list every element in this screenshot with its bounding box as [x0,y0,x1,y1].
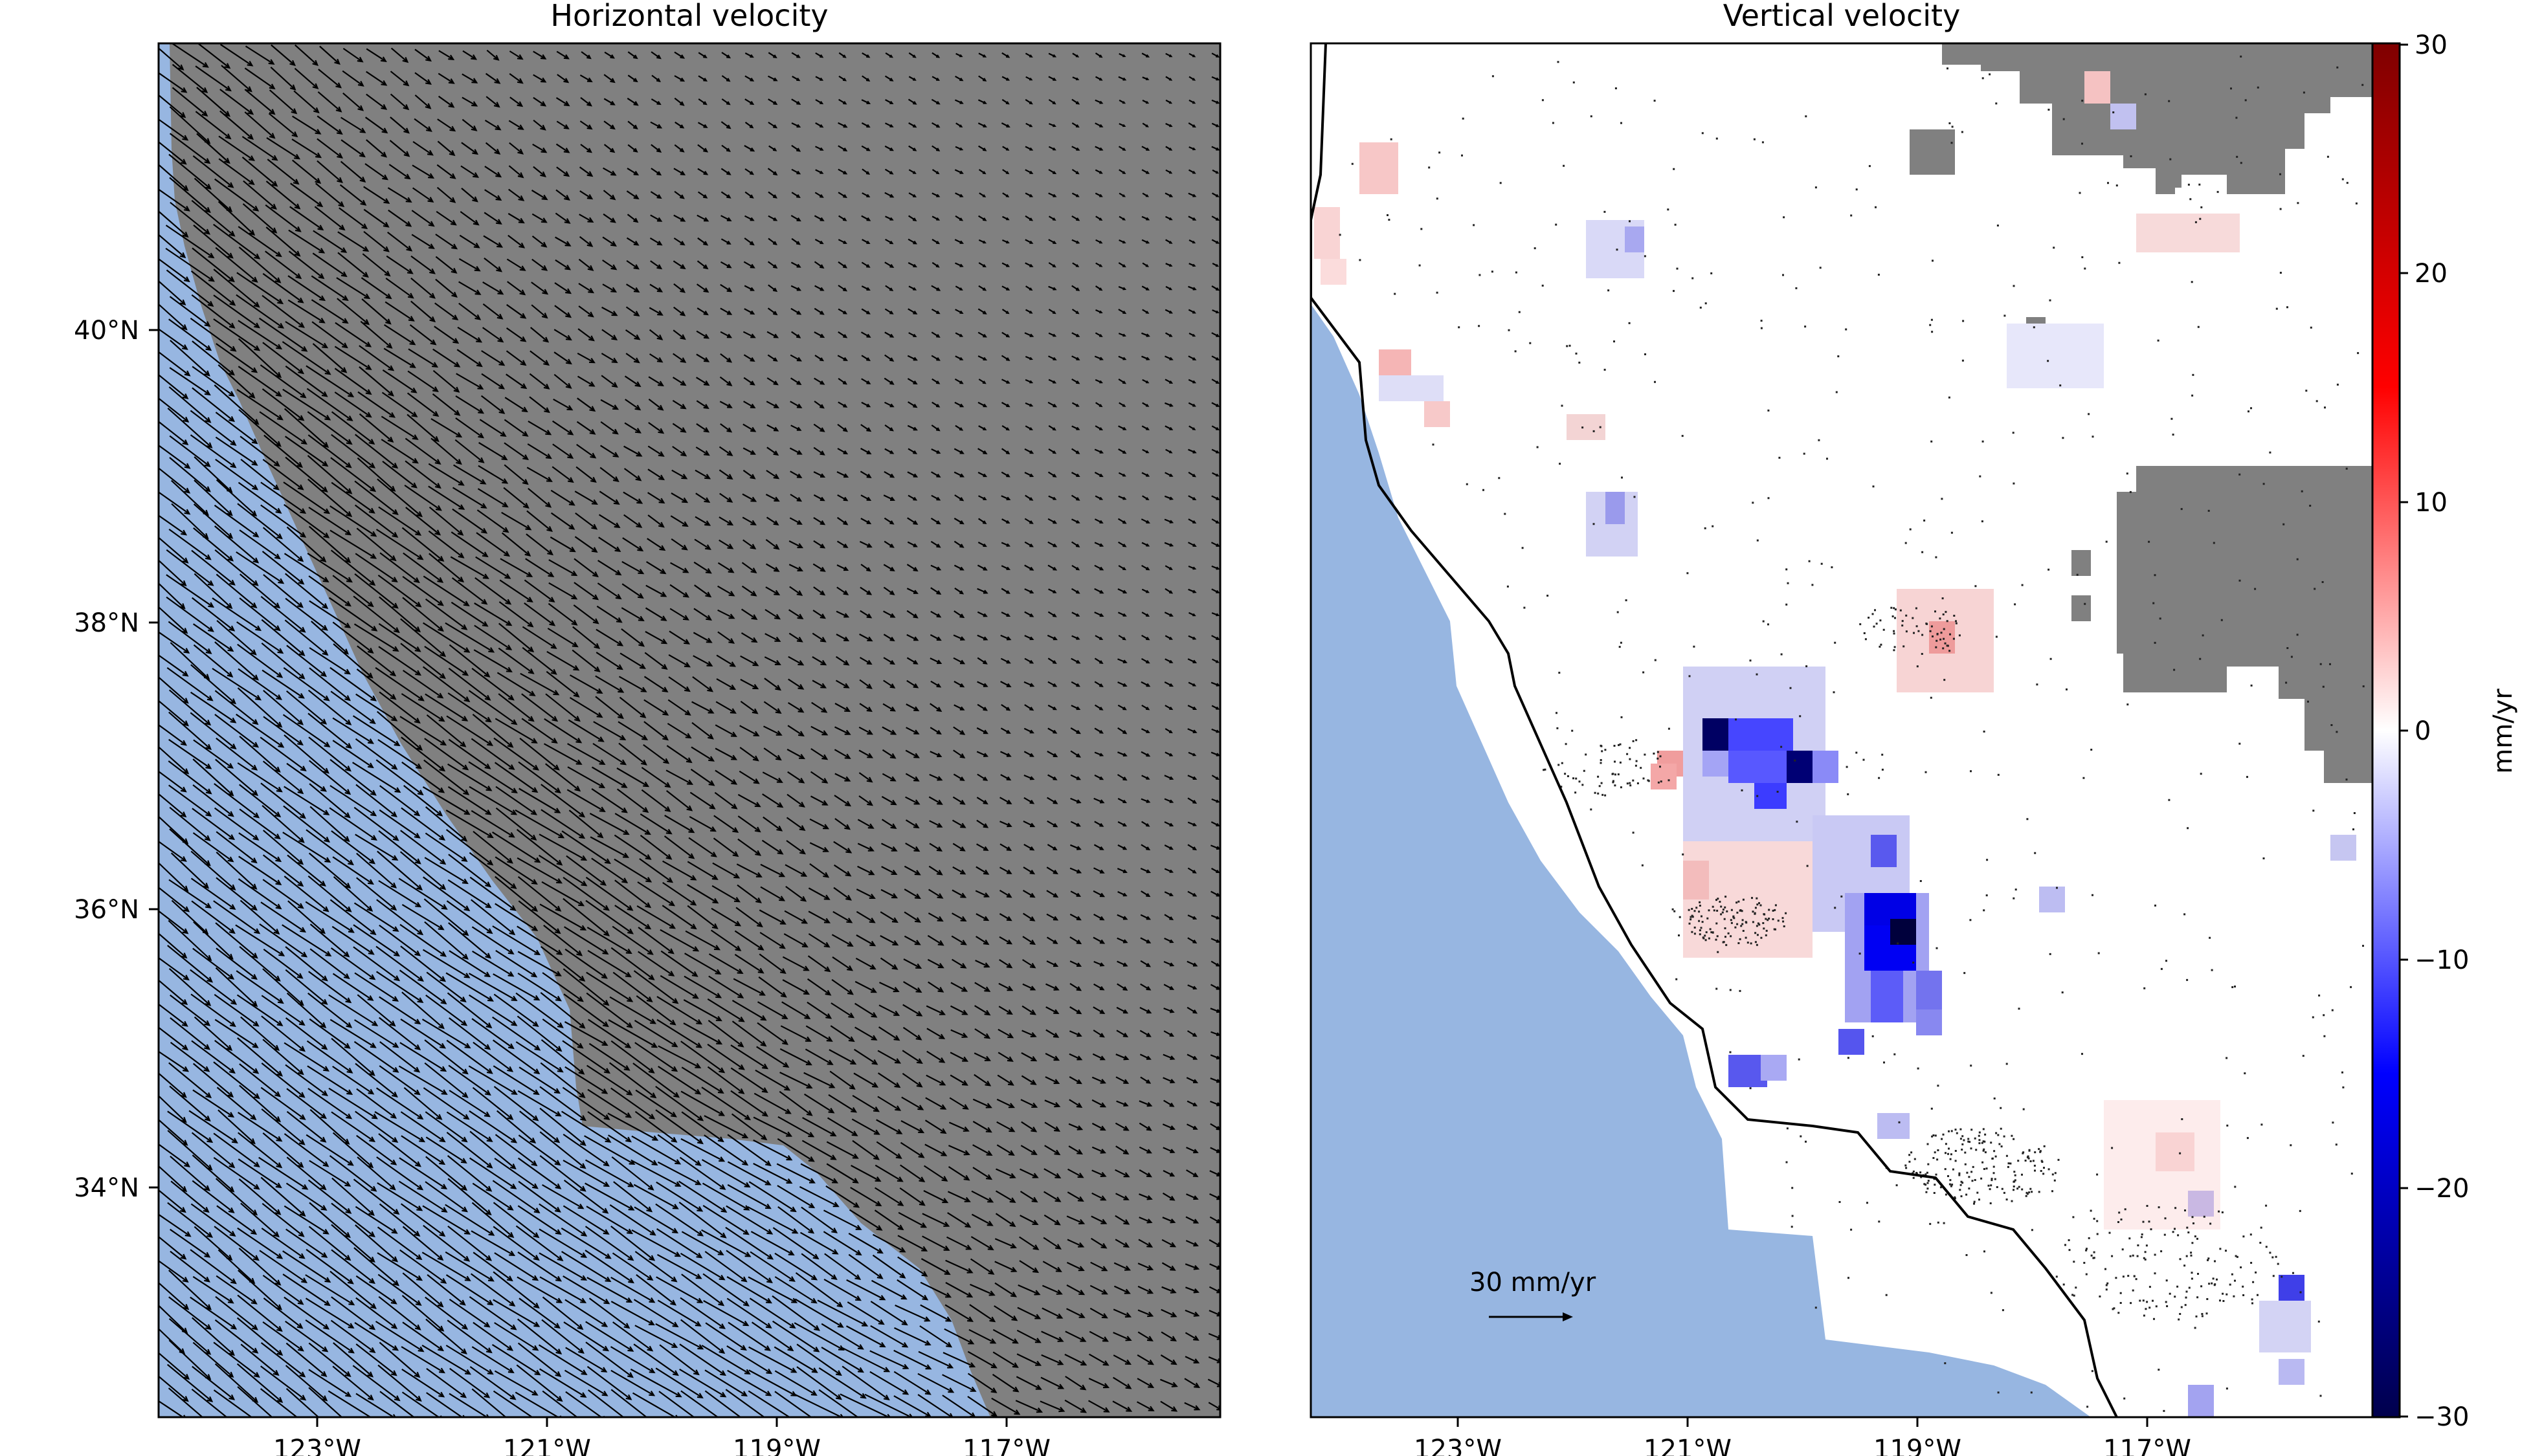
lon-tick-label: 121°W [1644,1435,1732,1456]
colorbar-tick-label: 0 [2415,716,2431,746]
colorbar-tick-label: −10 [2415,945,2469,975]
scale-arrow-head [1563,1312,1573,1321]
colorbar-tick-label: 10 [2415,488,2448,518]
colorbar-ticks: 30 20 10 0 −10 −20 −30 [2400,30,2469,1432]
lon-tick-label: 117°W [2103,1435,2191,1456]
vertical-map: 30 mm/yr [1311,43,2372,1417]
ocean-right [1311,304,2091,1417]
lon-tick-label: 119°W [733,1435,821,1456]
velocity-arrows [159,43,1220,1417]
colorbar [2371,42,2401,1418]
lat-tick-label: 36°N [74,895,139,925]
colorbar-label: mm/yr [2488,689,2518,774]
lat-tick-label: 40°N [74,316,139,346]
lat-ticks-left: 40°N 38°N 36°N 34°N [74,316,159,1203]
colorbar-tick-label: −20 [2415,1174,2469,1204]
colorbar-tick-label: 30 [2415,30,2448,60]
lon-ticks-left: 123°W 121°W 119°W 117°W [273,1417,1051,1456]
panel-title-vertical: Vertical velocity [1723,0,1961,33]
colorbar-tick-label: −30 [2415,1402,2469,1432]
frame-left [157,42,1222,1418]
lon-tick-label: 121°W [503,1435,591,1456]
velocity-arrow-field [159,43,1220,1417]
lon-tick-label: 119°W [1873,1435,1961,1456]
scale-arrow-label: 30 mm/yr [1469,1268,1596,1297]
lon-tick-label: 117°W [963,1435,1051,1456]
no-data-patches [1910,43,2372,783]
coastline [1311,43,2118,1417]
lon-ticks-right: 123°W 121°W 119°W 117°W [1414,1417,2191,1456]
colorbar-tick-label: 20 [2415,259,2448,289]
lat-tick-label: 38°N [74,608,139,638]
velocity-cells [1314,71,2356,1417]
horizontal-map [159,43,1220,1417]
lon-tick-label: 123°W [1414,1435,1502,1456]
panel-title-horizontal: Horizontal velocity [550,0,828,33]
lat-tick-label: 34°N [74,1173,139,1203]
lon-tick-label: 123°W [273,1435,361,1456]
